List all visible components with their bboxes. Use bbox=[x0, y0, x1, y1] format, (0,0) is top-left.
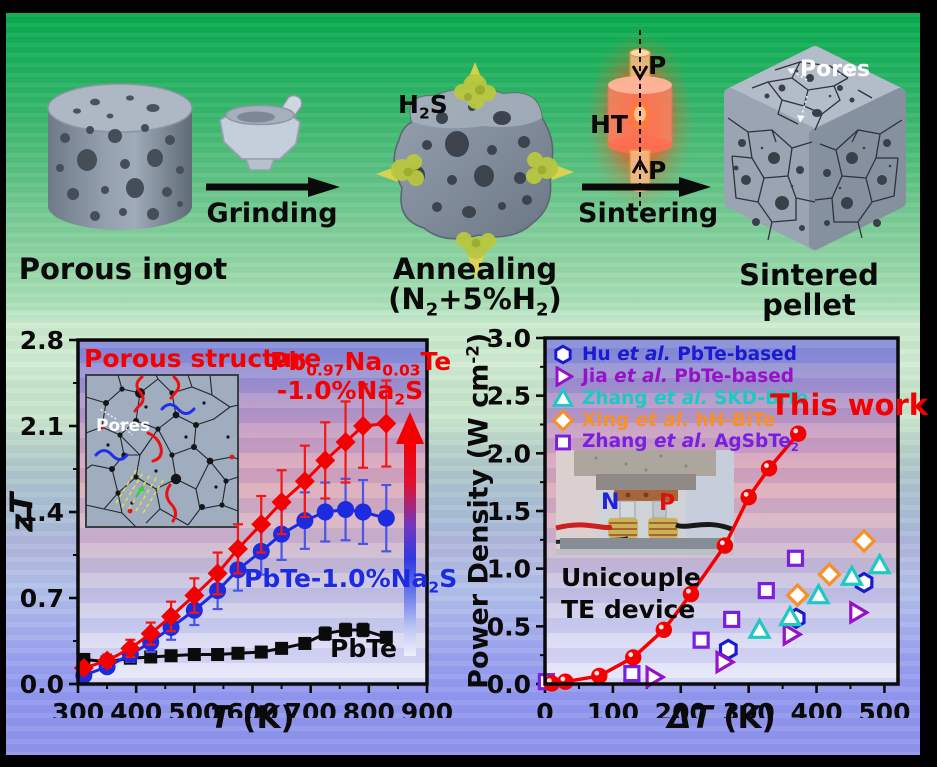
svg-text:1.0: 1.0 bbox=[487, 555, 531, 584]
svg-text:2.0: 2.0 bbox=[487, 439, 531, 468]
red-series-label-line2: -1.0%Na2S bbox=[276, 376, 424, 409]
svg-text:0.5: 0.5 bbox=[487, 612, 531, 641]
annealing-label: Annealing (N2+5%H2) bbox=[388, 252, 562, 321]
svg-text:100: 100 bbox=[587, 698, 639, 718]
svg-text:2.8: 2.8 bbox=[20, 326, 64, 355]
left-x-axis-title: T (K) bbox=[210, 700, 295, 736]
porous-structure-inset bbox=[85, 374, 239, 528]
right-y-axis-title: Power Density (W cm-2) bbox=[462, 332, 495, 690]
black-series-label: PbTe bbox=[330, 634, 397, 663]
svg-text:2.5: 2.5 bbox=[487, 382, 531, 411]
sintered-pellet-illustration bbox=[724, 46, 906, 250]
triangle-right-marker-icon bbox=[555, 366, 574, 387]
unicouple-photo-inset bbox=[555, 450, 735, 555]
power-density-chart-series bbox=[537, 425, 892, 692]
inset-caption-line1: Unicouple bbox=[561, 563, 701, 592]
zt-chart-axes: 300 400 500 600 700 800 900 0.0 0.7 1.4 2.1 2.8 bbox=[20, 326, 453, 718]
pressure-top-label: P bbox=[648, 51, 667, 80]
red-series-label-line1: Pb0.97Na0.03Te bbox=[270, 347, 451, 380]
left-inset-pores-label: Pores bbox=[96, 416, 151, 436]
sintering-label: Sintering bbox=[578, 198, 719, 229]
svg-text:2.1: 2.1 bbox=[20, 412, 64, 441]
h2s-label: H2S bbox=[398, 90, 448, 123]
left-y-axis-title: zT bbox=[4, 492, 41, 532]
zt-chart: 300 400 500 600 700 800 900 0.0 0.7 1.4 2.1 2.8 bbox=[20, 326, 453, 718]
left-inset-title: Porous structure bbox=[84, 344, 322, 373]
inset-p-label: P bbox=[659, 491, 676, 516]
zt-chart-series bbox=[73, 379, 397, 684]
power-density-chart: 0 100 200 300 400 500 0.0 0.5 1.0 1.5 2.0 2.5 3.0 bbox=[487, 324, 911, 718]
legend-item-zhang-agsbte: Zhang et al. AgSbTe2 bbox=[552, 431, 808, 454]
svg-text:900: 900 bbox=[401, 698, 453, 718]
svg-text:0.0: 0.0 bbox=[20, 670, 64, 699]
inset-n-label: N bbox=[601, 490, 620, 515]
svg-text:200: 200 bbox=[655, 698, 707, 718]
porous-ingot-label: Porous ingot bbox=[18, 252, 228, 286]
svg-text:500: 500 bbox=[168, 698, 220, 718]
power-density-chart-axes: 0 100 200 300 400 500 0.0 0.5 1.0 1.5 2.0 2.5 3.0 bbox=[487, 324, 911, 718]
svg-text:400: 400 bbox=[790, 698, 842, 718]
svg-text:300: 300 bbox=[723, 698, 775, 718]
blue-series-label: PbTe-1.0%Na2S bbox=[244, 564, 458, 597]
svg-text:400: 400 bbox=[110, 698, 162, 718]
svg-text:500: 500 bbox=[858, 698, 910, 718]
svg-text:1.5: 1.5 bbox=[487, 497, 531, 526]
grinding-arrow bbox=[206, 177, 340, 197]
legend-item-hu: Hu et al. PbTe-based bbox=[552, 344, 808, 365]
svg-text:0.7: 0.7 bbox=[20, 584, 64, 613]
diamond-marker-icon bbox=[552, 410, 574, 431]
svg-text:1.4: 1.4 bbox=[20, 498, 64, 527]
pressure-bottom-label: P bbox=[648, 156, 667, 185]
sintered-pellet-label: Sintered pellet bbox=[739, 258, 879, 323]
chart-legend: Hu et al. PbTe-based Jia et al. PbTe-bas… bbox=[552, 344, 808, 454]
porous-ingot-illustration bbox=[47, 83, 193, 230]
svg-text:0.0: 0.0 bbox=[487, 670, 531, 699]
svg-text:600: 600 bbox=[226, 698, 278, 718]
svg-text:700: 700 bbox=[285, 698, 337, 718]
grinding-label: Grinding bbox=[206, 198, 338, 229]
zt-improvement-arrow-icon bbox=[396, 412, 424, 656]
inset-caption-line2: TE device bbox=[561, 595, 696, 624]
triangle-up-marker-icon bbox=[552, 388, 574, 407]
legend-item-zhang-skd: Zhang et al. SKD-BiTe bbox=[552, 388, 808, 409]
porous-cube-illustration bbox=[376, 62, 574, 278]
mortar-pestle-icon bbox=[219, 94, 303, 171]
svg-text:300: 300 bbox=[52, 698, 104, 718]
hexagon-marker-icon bbox=[554, 344, 572, 365]
right-x-axis-title: ΔT (K) bbox=[667, 700, 776, 736]
svg-text:3.0: 3.0 bbox=[487, 324, 531, 353]
legend-item-xing: Xing et al. hH-BiTe bbox=[552, 410, 808, 431]
sintering-arrow bbox=[582, 177, 711, 197]
svg-text:0: 0 bbox=[536, 698, 553, 718]
legend-item-jia: Jia et al. PbTe-based bbox=[552, 366, 808, 387]
this-work-label: This work bbox=[770, 388, 929, 422]
hot-press-illustration bbox=[586, 30, 694, 210]
hot-press-ht-label: HT bbox=[590, 110, 628, 139]
square-marker-icon bbox=[555, 434, 571, 451]
svg-text:800: 800 bbox=[343, 698, 395, 718]
pellet-pores-label: Pores bbox=[800, 57, 871, 82]
